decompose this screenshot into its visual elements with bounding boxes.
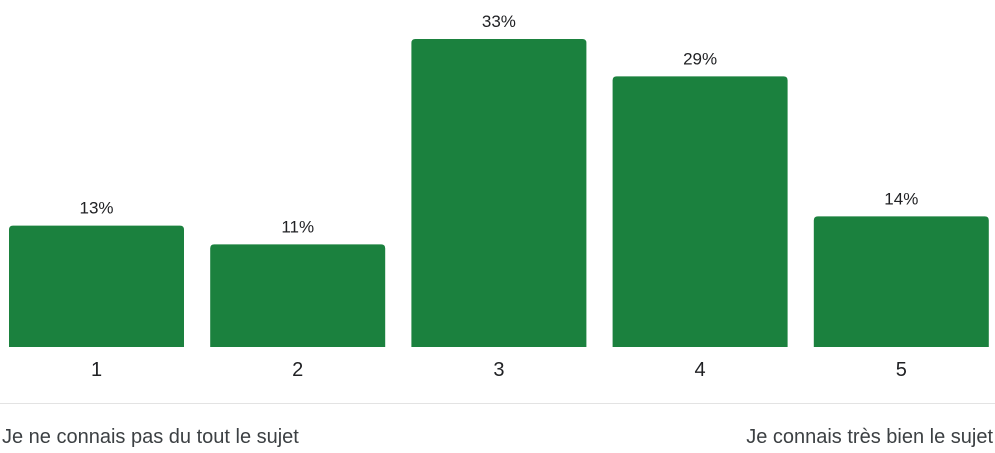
bar-4	[612, 76, 788, 347]
bar-2	[210, 244, 386, 347]
category-label-1: 1	[91, 359, 102, 381]
bar-1	[9, 225, 184, 347]
bar-chart: 13% 11% 33% 29% 14% 1 2 3 4 5	[9, 12, 989, 381]
value-label-1: 13%	[79, 199, 113, 218]
scale-high-label: Je connais très bien le sujet	[746, 426, 993, 448]
category-label-5: 5	[896, 359, 907, 381]
divider	[0, 403, 995, 404]
bars-group	[9, 39, 989, 347]
category-label-2: 2	[292, 359, 303, 381]
chart-area: 13% 11% 33% 29% 14% 1 2 3 4 5	[9, 12, 989, 381]
value-labels-group: 13% 11% 33% 29% 14%	[79, 12, 918, 236]
value-label-4: 29%	[683, 49, 717, 68]
scale-low-label: Je ne connais pas du tout le sujet	[2, 426, 299, 448]
bar-5	[813, 216, 989, 347]
bar-3	[411, 39, 587, 347]
category-label-4: 4	[695, 359, 706, 381]
category-labels-group: 1 2 3 4 5	[91, 359, 907, 381]
category-label-3: 3	[493, 359, 504, 381]
value-label-5: 14%	[884, 189, 918, 208]
value-label-3: 33%	[482, 12, 516, 31]
value-label-2: 11%	[281, 217, 314, 236]
